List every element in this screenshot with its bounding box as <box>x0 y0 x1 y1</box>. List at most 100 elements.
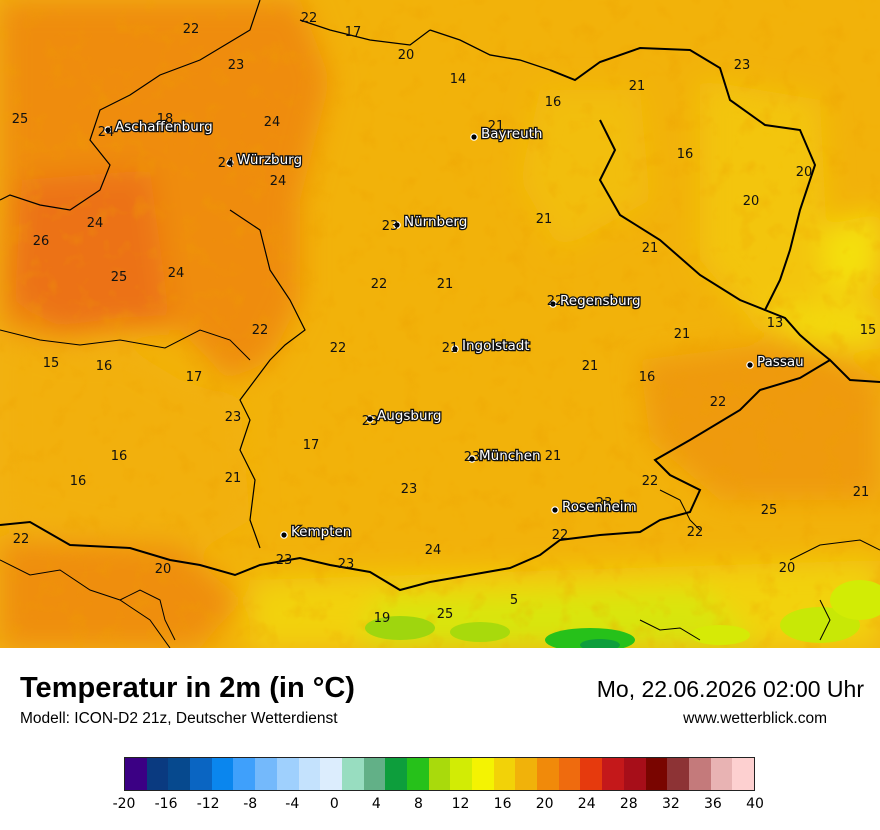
legend-swatch <box>602 758 624 790</box>
legend-swatch <box>320 758 342 790</box>
temperature-value: 21 <box>225 471 242 486</box>
legend-swatch <box>406 758 429 790</box>
city-label-bayreuth: Bayreuth <box>481 126 543 142</box>
legend-swatch <box>450 758 472 790</box>
legend-swatch <box>125 758 147 790</box>
model-info: Modell: ICON-D2 21z, Deutscher Wetterdie… <box>20 710 338 727</box>
temperature-value: 5 <box>510 593 518 608</box>
temperature-value: 21 <box>674 327 691 342</box>
alpine-green-patches <box>365 580 880 648</box>
temperature-value: 16 <box>545 95 562 110</box>
temperature-value: 25 <box>12 112 29 127</box>
temperature-value: 15 <box>860 323 877 338</box>
temperature-value: 24 <box>270 174 287 189</box>
temperature-value: 22 <box>642 474 659 489</box>
city-marker <box>280 531 288 539</box>
temperature-value: 16 <box>677 147 694 162</box>
legend-swatch <box>298 758 321 790</box>
temperature-map[interactable]: 22 17 22 20 14 23 21 16 23 25 18 24 24 21 24 16 20 24 20 23… <box>0 0 880 648</box>
temperature-value: 22 <box>371 277 388 292</box>
temperature-value: 16 <box>639 370 656 385</box>
legend-tick-label: 16 <box>493 796 512 812</box>
temperature-value: 17 <box>186 370 203 385</box>
temperature-value: 21 <box>629 79 646 94</box>
temperature-value: 14 <box>450 72 467 87</box>
temperature-value: 16 <box>96 359 113 374</box>
legend-tick-label: -16 <box>154 796 178 812</box>
legend-swatch <box>168 758 191 790</box>
map-title: Temperatur in 2m (in °C) <box>20 672 355 704</box>
temperature-value: 23 <box>464 450 481 465</box>
temperature-value: 21 <box>442 341 459 356</box>
valid-datetime: Mo, 22.06.2026 02:00 Uhr <box>596 676 864 702</box>
city-label-mnchen: München <box>479 448 541 464</box>
legend-swatch <box>732 758 754 790</box>
city-marker <box>393 221 401 229</box>
city-marker <box>451 345 459 353</box>
temperature-value: 17 <box>303 438 320 453</box>
temperature-value: 24 <box>264 115 281 130</box>
temperature-value: 20 <box>779 561 796 576</box>
temperature-value: 26 <box>33 234 50 249</box>
temperature-value: 23 <box>401 482 418 497</box>
city-label-regensburg: Regensburg <box>560 293 641 309</box>
temperature-value: 21 <box>545 449 562 464</box>
website-link[interactable]: www.wetterblick.com <box>683 710 827 727</box>
temperature-value: 20 <box>743 194 760 209</box>
legend-swatch <box>233 758 256 790</box>
borders <box>0 0 880 648</box>
temperature-value: 21 <box>536 212 553 227</box>
legend-swatch <box>688 758 711 790</box>
legend-swatch <box>472 758 494 790</box>
city-label-aschaffenburg: Aschaffenburg <box>115 119 213 135</box>
temperature-value: 21 <box>488 119 505 134</box>
temperature-value: 15 <box>43 356 60 371</box>
temperature-value: 23 <box>382 219 399 234</box>
temperature-value: 23 <box>276 553 293 568</box>
temperature-value: 22 <box>547 294 564 309</box>
temperature-value: 21 <box>582 359 599 374</box>
legend-tick-label: 0 <box>329 796 339 812</box>
city-marker <box>470 133 478 141</box>
temperature-value: 22 <box>330 341 347 356</box>
temperature-value: 18 <box>157 112 174 127</box>
legend-swatch <box>645 758 668 790</box>
legend-swatch <box>146 758 169 790</box>
temperature-value: 21 <box>437 277 454 292</box>
city-marker <box>468 455 476 463</box>
temperature-value: 24 <box>168 266 185 281</box>
temperature-values: 22 17 22 20 14 23 21 16 23 25 18 24 24 21 24 16 20 24 20 23… <box>12 11 877 626</box>
temperature-value: 24 <box>87 216 104 231</box>
city-label-ingolstadt: Ingolstadt <box>462 338 530 354</box>
city-marker <box>104 126 112 134</box>
city-label-rosenheim: Rosenheim <box>562 499 637 515</box>
city-marker <box>549 300 557 308</box>
legend-tick-label: -8 <box>243 796 258 812</box>
legend-tick-label: 12 <box>451 796 470 812</box>
legend-swatch <box>580 758 603 790</box>
city-label-wrzburg: Würzburg <box>237 152 302 168</box>
city-markers <box>104 126 754 539</box>
temperature-value: 21 <box>642 241 659 256</box>
temperature-value: 20 <box>398 48 415 63</box>
temperature-value: 21 <box>853 485 870 500</box>
city-marker <box>551 506 559 514</box>
temperature-value: 13 <box>767 316 784 331</box>
legend-swatch <box>385 758 407 790</box>
legend-swatch <box>558 758 581 790</box>
legend-swatch <box>276 758 299 790</box>
legend-tick-label: 36 <box>704 796 722 812</box>
city-label-kempten: Kempten <box>291 524 351 540</box>
legend-tick-label: 8 <box>413 796 423 812</box>
temperature-value: 17 <box>345 25 362 40</box>
temperature-value: 23 <box>228 58 245 73</box>
temperature-value: 19 <box>374 611 391 626</box>
city-label-augsburg: Augsburg <box>377 408 441 424</box>
legend-tick-label: 32 <box>661 796 680 812</box>
city-marker <box>226 159 234 167</box>
legend-swatch <box>363 758 386 790</box>
temperature-value: 25 <box>111 270 128 285</box>
city-label-nrnberg: Nürnberg <box>404 214 467 230</box>
legend-tick-label: 40 <box>746 796 764 812</box>
temperature-value: 23 <box>338 557 355 572</box>
